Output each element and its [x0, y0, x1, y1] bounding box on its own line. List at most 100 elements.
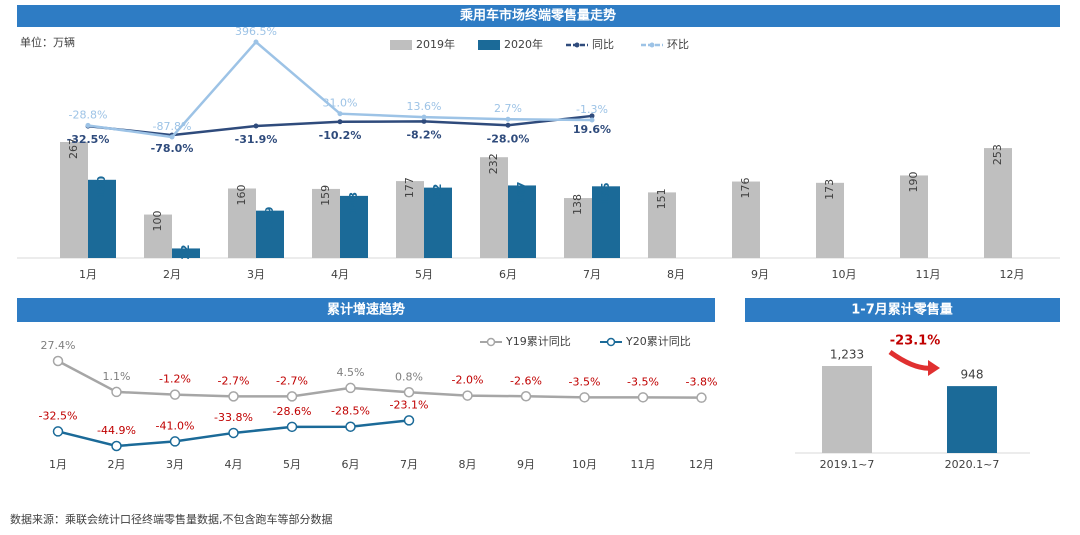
x-tick-label: 1月	[79, 268, 97, 281]
data-label: -33.8%	[214, 411, 253, 424]
bar	[144, 214, 172, 258]
data-label: 0.8%	[395, 370, 423, 383]
line-point	[345, 382, 356, 394]
bar	[312, 188, 340, 258]
bar	[256, 210, 284, 258]
bar	[984, 148, 1012, 258]
bar	[508, 185, 536, 258]
data-label: -2.6%	[510, 374, 542, 387]
x-tick-label: 2月	[163, 268, 181, 281]
data-label: 948	[961, 368, 984, 382]
line-point	[286, 391, 298, 402]
line-point	[421, 118, 427, 124]
x-tick-label: 4月	[225, 458, 243, 471]
x-tick-label: 2019.1~7	[820, 458, 875, 471]
legend-swatch	[390, 40, 412, 50]
line-point	[286, 421, 298, 433]
line-series	[57, 359, 702, 399]
data-label: -78.0%	[151, 142, 194, 155]
line-point	[253, 39, 259, 45]
data-label: 19.6%	[573, 123, 611, 136]
line-point	[589, 113, 595, 119]
arrow-head	[928, 360, 940, 376]
data-label: 31.0%	[323, 97, 358, 110]
line-point	[253, 123, 259, 129]
x-tick-label: 9月	[751, 268, 769, 281]
line-point	[337, 119, 343, 125]
data-label: -28.8%	[69, 108, 108, 121]
x-tick-label: 10月	[832, 268, 857, 281]
data-label: 1.1%	[103, 370, 131, 383]
data-label: -31.9%	[235, 133, 278, 146]
line-point	[589, 117, 595, 123]
line-point	[111, 440, 122, 452]
data-label: -32.5%	[39, 409, 78, 422]
bar	[564, 198, 592, 258]
data-label: -3.5%	[627, 375, 659, 388]
line-point	[337, 111, 343, 117]
line-point	[637, 392, 649, 403]
bar	[900, 175, 928, 258]
bar	[424, 187, 452, 258]
data-label: -28.0%	[487, 132, 530, 145]
bar	[60, 142, 88, 258]
x-tick-label: 2月	[108, 458, 126, 471]
x-tick-label: 5月	[415, 268, 433, 281]
x-tick-label: 9月	[517, 458, 535, 471]
legend-label: Y20累计同比	[625, 335, 691, 348]
data-label: -23.1%	[390, 398, 429, 411]
data-label: 267	[67, 138, 80, 159]
x-tick-label: 2020.1~7	[945, 458, 1000, 471]
data-label: 173	[823, 179, 836, 200]
x-tick-label: 8月	[667, 268, 685, 281]
data-label: 27.4%	[41, 339, 76, 352]
data-label: 1,233	[830, 348, 864, 362]
arrow	[888, 349, 933, 371]
line-point	[462, 390, 473, 401]
line-point	[169, 389, 181, 400]
line-point	[520, 391, 532, 402]
data-label: -41.0%	[156, 419, 195, 432]
legend-swatch	[486, 337, 496, 347]
data-label: -3.5%	[569, 375, 601, 388]
x-tick-label: 6月	[499, 268, 517, 281]
unit-label: 单位：万辆	[20, 35, 75, 49]
bar	[88, 179, 116, 258]
legend-swatch	[606, 337, 616, 347]
legend-label: Y19累计同比	[505, 335, 571, 348]
legend-swatch	[649, 42, 655, 48]
bar	[648, 192, 676, 258]
line-point	[505, 122, 511, 128]
legend-swatch	[478, 40, 500, 50]
data-label: -10.2%	[319, 129, 362, 142]
data-label: 232	[487, 153, 500, 174]
data-label: 396.5%	[235, 25, 277, 38]
line-point	[228, 391, 239, 402]
data-label: -1.3%	[576, 103, 608, 116]
bar	[732, 181, 760, 258]
data-label: 151	[655, 188, 668, 209]
data-label: -32.5%	[67, 133, 110, 146]
data-label: -28.6%	[273, 405, 312, 418]
line-point	[169, 134, 175, 140]
data-label: 162	[431, 184, 444, 207]
data-label: -2.0%	[452, 374, 484, 387]
x-tick-label: 10月	[572, 458, 597, 471]
data-label: 253	[991, 144, 1004, 165]
data-label: 167	[515, 181, 528, 204]
bar	[396, 181, 424, 258]
data-label: -8.2%	[406, 128, 441, 141]
header-bar	[17, 5, 1060, 27]
line-point	[403, 415, 415, 426]
chart-title: 累计增速趋势	[327, 302, 405, 318]
legend-swatch	[574, 42, 580, 48]
line-point	[85, 122, 91, 128]
line-point	[345, 421, 356, 432]
line-point	[696, 392, 707, 403]
data-label: 190	[907, 171, 920, 192]
bar	[592, 186, 620, 258]
line-point	[111, 386, 122, 398]
x-tick-label: 1月	[49, 458, 67, 471]
chart-title: 1-7月累计零售量	[851, 302, 953, 318]
data-label: 109	[263, 207, 276, 230]
